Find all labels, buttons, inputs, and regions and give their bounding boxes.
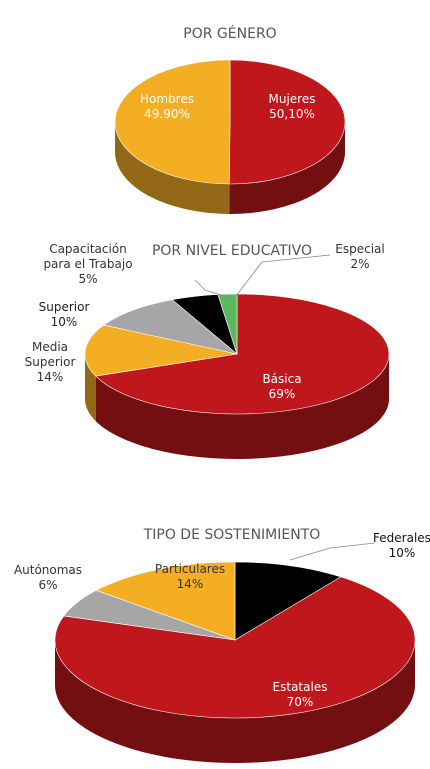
category-label: Hombres bbox=[140, 92, 194, 106]
slice-label: Autónomas 6% bbox=[13, 563, 83, 593]
slice-side bbox=[115, 122, 230, 214]
value-label: 6% bbox=[38, 578, 58, 592]
category-label: Estatales bbox=[272, 680, 328, 694]
slice-label: Estatales 70% bbox=[265, 680, 335, 710]
category-label: Básica bbox=[262, 372, 302, 386]
leader-line bbox=[289, 542, 376, 561]
slice-label: Hombres 49.90% bbox=[132, 92, 202, 122]
category-label: Autónomas bbox=[13, 563, 83, 577]
slice bbox=[95, 293, 390, 415]
slice-label: Básica 69% bbox=[247, 372, 317, 402]
slice bbox=[234, 561, 342, 641]
category-label: Federales bbox=[373, 531, 430, 545]
value-label: 14% bbox=[36, 370, 64, 384]
value-label: 69% bbox=[268, 387, 296, 401]
slice bbox=[84, 324, 238, 377]
value-label: 5% bbox=[78, 272, 98, 286]
slice bbox=[95, 561, 236, 641]
value-label: 10% bbox=[388, 546, 416, 560]
category-label: Capacitación para el Trabajo bbox=[43, 242, 133, 271]
category-label: Especial bbox=[335, 242, 385, 256]
leader-line bbox=[194, 279, 231, 299]
value-label: 10% bbox=[50, 315, 78, 329]
leader-line bbox=[235, 254, 331, 297]
slice-label: Especial 2% bbox=[325, 242, 395, 272]
slice-label: Particulares 14% bbox=[150, 562, 230, 592]
chart-title: POR NIVEL EDUCATIVO bbox=[151, 243, 313, 259]
value-label: 70% bbox=[286, 695, 314, 709]
category-label: Particulares bbox=[154, 562, 226, 576]
chart-title: TIPO DE SOSTENIMIENTO bbox=[143, 527, 321, 543]
slice-label: Superior 10% bbox=[29, 300, 99, 330]
slice bbox=[114, 59, 231, 185]
slice-label: Federales 10% bbox=[367, 531, 430, 561]
slice-label: Mujeres 50,10% bbox=[257, 92, 327, 122]
slice bbox=[54, 576, 416, 719]
value-label: 50,10% bbox=[269, 107, 315, 121]
value-label: 49.90% bbox=[144, 107, 190, 121]
slice bbox=[228, 59, 346, 185]
chart-title: POR GÉNERO bbox=[183, 26, 277, 42]
slice-side bbox=[85, 354, 96, 422]
slice-label: Capacitación para el Trabajo 5% bbox=[36, 242, 141, 287]
slice-side bbox=[55, 640, 415, 763]
slice-side bbox=[95, 354, 389, 460]
category-label: Superior bbox=[38, 300, 90, 314]
value-label: 14% bbox=[176, 577, 204, 591]
category-label: Mujeres bbox=[268, 92, 316, 106]
slice-side bbox=[229, 122, 345, 214]
slice-label: Media Superior 14% bbox=[19, 340, 81, 385]
slice bbox=[103, 299, 238, 355]
category-label: Media Superior bbox=[24, 340, 76, 369]
value-label: 2% bbox=[350, 257, 370, 271]
